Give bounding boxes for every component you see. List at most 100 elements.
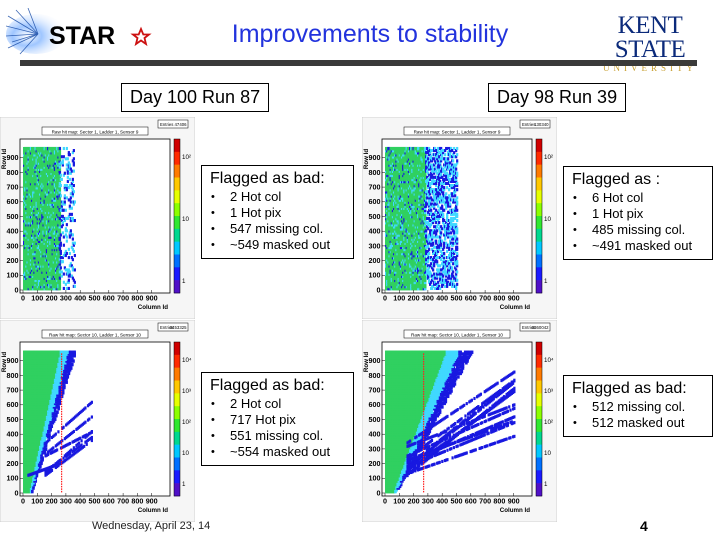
plot-title-box xyxy=(41,329,149,339)
hit-points xyxy=(385,146,459,291)
y-tick-label: 500 xyxy=(369,212,381,221)
hitmap-plot-1: Raw hit map: Sector 1, Ladder 1, Sensor … xyxy=(0,117,195,319)
x-tick-label: 0 xyxy=(383,294,387,303)
x-tick-label: 600 xyxy=(465,294,477,303)
x-axis-label: Column Id xyxy=(500,507,530,514)
star-logo: STAR xyxy=(5,7,156,56)
flag-item: ~491 masked out xyxy=(572,238,704,254)
hitmap-plot-2: Raw hit map: Sector 1, Ladder 1, Sensor … xyxy=(362,117,557,319)
color-scale-label: 1 xyxy=(182,481,186,488)
color-scale-label: 10⁴ xyxy=(544,357,554,364)
color-scale-label: 10² xyxy=(182,154,191,161)
color-scale-label: 1 xyxy=(544,481,548,488)
x-tick-label: 700 xyxy=(117,294,129,303)
plot-title: Raw hit map: Sector 1, Ladder 1, Sensor … xyxy=(52,129,139,134)
x-tick-label: 800 xyxy=(493,294,505,303)
y-axis-label: Row Id xyxy=(363,149,370,169)
x-tick-label: 300 xyxy=(60,294,72,303)
university-subtitle: UNIVERSITY xyxy=(603,63,697,73)
color-scale-label: 10² xyxy=(544,419,553,426)
y-tick-label: 600 xyxy=(7,400,19,409)
flag-item: 512 missing col. xyxy=(572,399,704,415)
run-label-left: Day 100 Run 87 xyxy=(121,83,270,112)
color-scale-label: 10 xyxy=(182,450,189,457)
x-tick-label: 900 xyxy=(146,294,158,303)
color-scale xyxy=(535,341,543,497)
y-tick-label: 0 xyxy=(377,285,381,294)
y-tick-label: 0 xyxy=(15,285,19,294)
y-tick-label: 900 xyxy=(369,153,381,162)
x-tick-label: 500 xyxy=(451,294,463,303)
color-scale-label: 10³ xyxy=(544,388,553,395)
x-tick-label: 400 xyxy=(436,294,448,303)
y-tick-label: 400 xyxy=(7,430,19,439)
entries-box xyxy=(157,322,189,332)
hitmap-svg: Raw hit map: Sector 10, Ladder 1, Sensor… xyxy=(362,320,557,522)
flag-item: ~549 masked out xyxy=(210,237,345,253)
flag-item: 1 Hot pix xyxy=(572,206,704,222)
hit-points xyxy=(23,350,93,494)
y-tick-label: 0 xyxy=(377,488,381,497)
entries-box xyxy=(157,119,189,129)
entries-value: 130340 xyxy=(534,122,549,127)
entries-box xyxy=(519,119,551,129)
x-tick-label: 100 xyxy=(393,497,405,506)
x-tick-label: 900 xyxy=(146,497,158,506)
y-tick-label: 700 xyxy=(369,183,381,192)
x-tick-label: 200 xyxy=(408,294,420,303)
kent-state-logo: KENT STATE UNIVERSITY xyxy=(585,12,715,73)
x-tick-label: 800 xyxy=(493,497,505,506)
plot-title-box xyxy=(403,329,511,339)
flag-item: ~554 masked out xyxy=(210,444,345,460)
entries-box xyxy=(519,322,551,332)
university-name: KENT STATE xyxy=(614,12,686,63)
y-tick-label: 900 xyxy=(369,356,381,365)
y-tick-label: 700 xyxy=(7,386,19,395)
plot-title-box xyxy=(41,126,149,136)
header-divider xyxy=(20,60,697,66)
x-tick-label: 600 xyxy=(465,497,477,506)
x-tick-label: 400 xyxy=(74,497,86,506)
x-tick-label: 700 xyxy=(117,497,129,506)
run-label-right: Day 98 Run 39 xyxy=(488,83,627,112)
hitmap-svg: Raw hit map: Sector 1, Ladder 1, Sensor … xyxy=(0,117,195,319)
y-tick-label: 100 xyxy=(7,271,19,280)
flag-box-4: Flagged as bad: 512 missing col. 512 mas… xyxy=(563,375,713,437)
page-number: 4 xyxy=(640,518,648,534)
color-scale-label: 10⁴ xyxy=(182,357,192,364)
color-scale-label: 10 xyxy=(544,216,551,223)
flag-box-3: Flagged as bad: 2 Hot col 717 Hot pix 55… xyxy=(201,372,354,466)
y-tick-label: 800 xyxy=(369,168,381,177)
x-tick-label: 200 xyxy=(46,294,58,303)
x-tick-label: 700 xyxy=(479,497,491,506)
flag-heading: Flagged as bad: xyxy=(572,380,687,397)
y-tick-label: 400 xyxy=(7,227,19,236)
color-scale xyxy=(173,138,181,294)
entries-label: Entries xyxy=(160,325,173,330)
flag-item: 551 missing col. xyxy=(210,428,345,444)
flag-item: 1 Hot pix xyxy=(210,205,345,221)
y-tick-label: 800 xyxy=(7,168,19,177)
y-tick-label: 600 xyxy=(7,197,19,206)
entries-value: 3360042 xyxy=(532,325,549,330)
color-scale-label: 10 xyxy=(182,216,189,223)
y-tick-label: 600 xyxy=(369,400,381,409)
y-tick-label: 900 xyxy=(7,356,19,365)
y-tick-label: 100 xyxy=(7,474,19,483)
color-scale xyxy=(173,341,181,497)
x-tick-label: 800 xyxy=(131,294,143,303)
hitmap-plot-3: Raw hit map: Sector 10, Ladder 1, Sensor… xyxy=(0,320,195,522)
flag-item: 717 Hot pix xyxy=(210,412,345,428)
flag-box-1: Flagged as bad: 2 Hot col 1 Hot pix 547 … xyxy=(201,165,354,259)
plot-title: Raw hit map: Sector 10, Ladder 1, Sensor… xyxy=(49,332,141,337)
y-tick-label: 500 xyxy=(7,415,19,424)
y-tick-label: 200 xyxy=(369,459,381,468)
flag-heading: Flagged as : xyxy=(572,171,661,188)
x-tick-label: 900 xyxy=(508,294,520,303)
y-tick-label: 200 xyxy=(7,459,19,468)
star-logo-text: STAR xyxy=(49,22,115,50)
y-tick-label: 100 xyxy=(369,271,381,280)
x-tick-label: 600 xyxy=(103,294,115,303)
y-tick-label: 400 xyxy=(369,227,381,236)
x-tick-label: 300 xyxy=(60,497,72,506)
